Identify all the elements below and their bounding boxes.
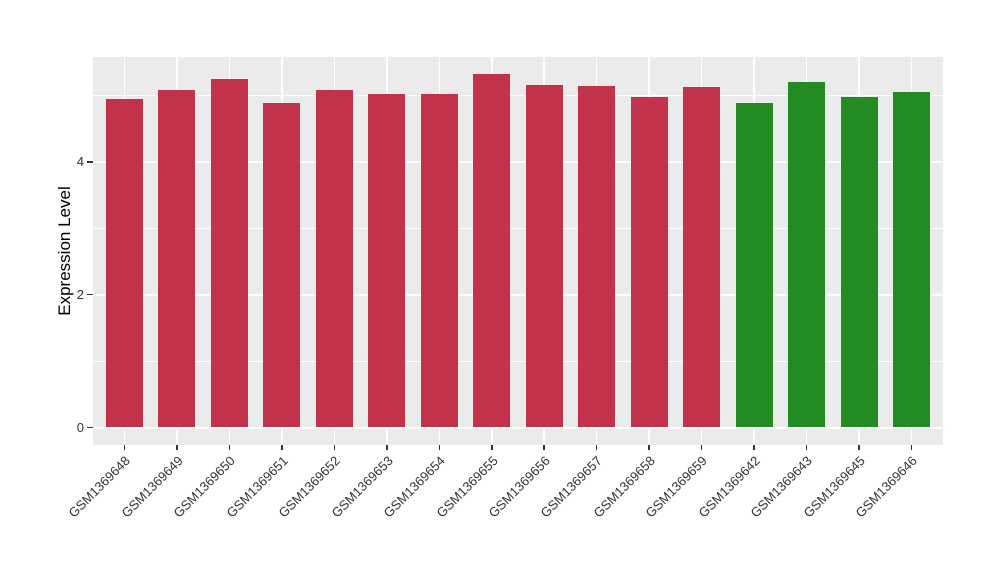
x-tick-mark: [858, 445, 860, 450]
bar-GSM1369656: [525, 84, 563, 428]
bar-GSM1369650: [210, 78, 248, 428]
x-tick-mark: [438, 445, 441, 450]
bar-GSM1369654: [420, 93, 458, 428]
grid-major-horizontal: [93, 160, 943, 163]
y-tick-label: 0: [76, 420, 84, 435]
y-tick-label: 4: [76, 154, 84, 170]
x-tick-mark: [543, 445, 545, 450]
bar-GSM1369643: [788, 82, 826, 428]
y-tick-mark: [87, 426, 93, 429]
bar-GSM1369658: [630, 96, 668, 428]
x-tick-mark: [648, 445, 650, 450]
x-tick-mark: [281, 445, 283, 450]
x-tick-mark: [491, 445, 493, 450]
grid-major-horizontal: [93, 293, 943, 296]
grid-minor-horizontal: [93, 95, 943, 96]
x-tick-mark: [228, 445, 231, 450]
x-tick-mark: [910, 445, 913, 450]
bar-GSM1369646: [893, 92, 931, 428]
grid-major-horizontal: [93, 426, 943, 429]
bar-GSM1369652: [315, 90, 353, 428]
plot-panel: [93, 57, 943, 445]
bar-GSM1369657: [578, 86, 616, 428]
bar-GSM1369655: [473, 74, 511, 428]
x-tick-mark: [176, 445, 178, 450]
x-tick-mark: [805, 445, 808, 450]
x-tick-mark: [595, 445, 598, 450]
bar-GSM1369651: [263, 103, 301, 428]
bar-GSM1369653: [368, 94, 406, 428]
x-tick-mark: [123, 445, 126, 450]
y-tick-mark: [87, 161, 93, 163]
x-tick-mark: [700, 445, 703, 450]
grid-minor-horizontal: [93, 227, 943, 229]
grid-minor-horizontal: [93, 360, 943, 362]
bar-GSM1369659: [683, 86, 721, 428]
y-tick-mark: [87, 293, 93, 296]
x-tick-mark: [333, 445, 336, 450]
x-tick-mark: [386, 445, 388, 450]
bar-GSM1369648: [105, 99, 143, 428]
x-tick-mark: [753, 445, 755, 450]
bar-GSM1369649: [158, 89, 196, 428]
y-tick-label: 2: [76, 287, 84, 303]
bar-GSM1369645: [840, 96, 878, 428]
bar-GSM1369642: [735, 103, 773, 428]
